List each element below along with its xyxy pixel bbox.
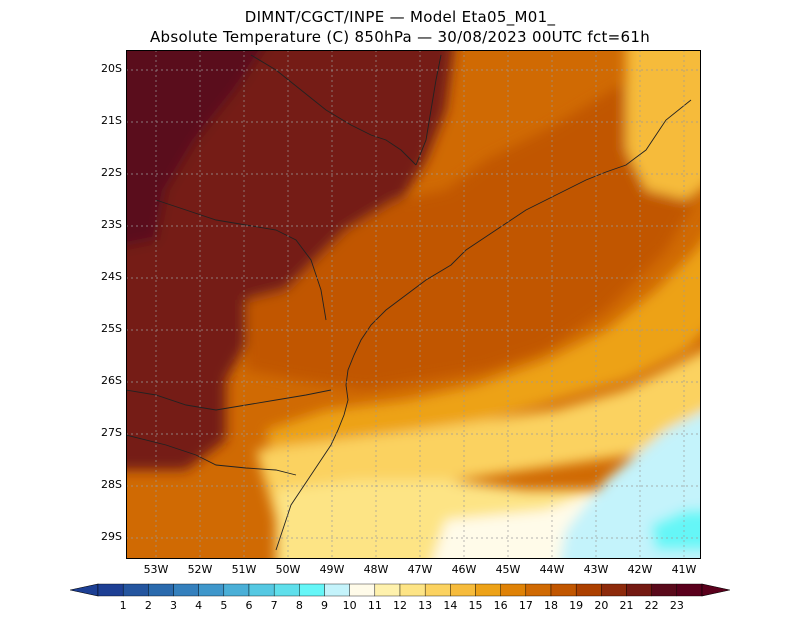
colorbar-segment: [525, 583, 552, 597]
lat-label-21S: 21S: [101, 114, 122, 127]
lat-label-26S: 26S: [101, 374, 122, 387]
colorbar-high-cap: [701, 583, 730, 597]
coastline: [275, 99, 692, 551]
colorbar-segment: [299, 583, 325, 597]
lat-label-23S: 23S: [101, 218, 122, 231]
lon-label-46W: 46W: [451, 563, 477, 576]
lon-label-47W: 47W: [407, 563, 433, 576]
colorbar-segment: [500, 583, 527, 597]
colorbar-segment: [676, 583, 703, 597]
colorbar-label: 5: [220, 599, 228, 612]
colorbar: [70, 583, 730, 597]
lon-label-51W: 51W: [231, 563, 257, 576]
colorbar-segment: [324, 583, 350, 597]
colorbar-label: 1: [119, 599, 127, 612]
lat-label-27S: 27S: [101, 426, 122, 439]
lon-label-42W: 42W: [627, 563, 653, 576]
temperature-zone-16: [626, 50, 701, 200]
lat-label-24S: 24S: [101, 270, 122, 283]
lat-label-20S: 20S: [101, 62, 122, 75]
colorbar-label: 23: [669, 599, 684, 612]
lon-label-52W: 52W: [187, 563, 213, 576]
state-border-1: [250, 54, 417, 166]
state-border-5: [415, 54, 442, 166]
colorbar-label: 18: [544, 599, 558, 612]
colorbar-label: 7: [270, 599, 278, 612]
colorbar-label: 17: [518, 599, 533, 612]
colorbar-segment: [475, 583, 501, 597]
colorbar-segment: [450, 583, 476, 597]
title-line-2: Absolute Temperature (C) 850hPa — 30/08/…: [149, 28, 651, 46]
colorbar-low-cap: [70, 583, 99, 597]
lon-label-43W: 43W: [583, 563, 609, 576]
colorbar-segment: [651, 583, 678, 597]
colorbar-segment: [173, 583, 199, 597]
colorbar-segment: [248, 583, 275, 597]
colorbar-segment: [374, 583, 401, 597]
colorbar-label: 3: [170, 599, 177, 612]
colorbar-label: 9: [321, 599, 328, 612]
lat-label-29S: 29S: [101, 530, 122, 543]
colorbar-label: 12: [393, 599, 407, 612]
colorbar-segment: [349, 583, 376, 597]
colorbar-segment: [198, 583, 225, 597]
coastline-and-borders: [126, 54, 692, 551]
state-border-4: [126, 434, 297, 476]
colorbar-segment: [626, 583, 652, 597]
colorbar-label: 2: [144, 599, 152, 612]
lat-label-28S: 28S: [101, 478, 122, 491]
colorbar-label: 20: [594, 599, 609, 612]
colorbar-label: 4: [195, 599, 203, 612]
colorbar-label: 14: [443, 599, 458, 612]
lon-label-49W: 49W: [319, 563, 345, 576]
temperature-zone-19: [246, 50, 701, 390]
colorbar-label: 16: [493, 599, 508, 612]
colorbar-label: 19: [569, 599, 584, 612]
lat-label-25S: 25S: [101, 322, 122, 335]
title-line-1: DIMNT/CGCT/INPE — Model Eta05_M01_: [244, 8, 556, 26]
lon-label-53W: 53W: [143, 563, 169, 576]
colorbar-segment: [575, 583, 602, 597]
colorbar-segment: [223, 583, 250, 597]
colorbar-label: 8: [295, 599, 303, 612]
colorbar-segment: [550, 583, 577, 597]
state-border-2: [155, 199, 327, 321]
state-border-3: [126, 389, 332, 411]
temperature-zone-9: [651, 510, 701, 550]
lon-label-50W: 50W: [275, 563, 301, 576]
lon-label-41W: 41W: [671, 563, 697, 576]
colorbar-label: 11: [367, 599, 382, 612]
colorbar-segment: [148, 583, 174, 597]
lon-label-45W: 45W: [495, 563, 521, 576]
temperature-zone-22: [126, 50, 454, 470]
colorbar-label: 10: [342, 599, 357, 612]
temperature-zone-23: [126, 50, 263, 246]
colorbar-label: 13: [418, 599, 433, 612]
colorbar-segment: [424, 583, 451, 597]
colorbar-segment: [273, 583, 300, 597]
temperature-zone-17: [266, 243, 701, 480]
colorbar-label: 6: [245, 599, 253, 612]
temperature-zone-15: [256, 352, 701, 520]
lon-label-44W: 44W: [539, 563, 565, 576]
colorbar-segment: [122, 583, 149, 597]
map-frame: [126, 50, 701, 559]
colorbar-segment: [399, 583, 426, 597]
lat-label-22S: 22S: [101, 166, 122, 179]
colorbar-label: 22: [644, 599, 659, 612]
colorbar-segment: [601, 583, 627, 597]
colorbar-label: 15: [468, 599, 483, 612]
colorbar-label: 21: [619, 599, 634, 612]
lon-label-48W: 48W: [363, 563, 389, 576]
colorbar-segment: [97, 583, 124, 597]
temperature-map: [126, 50, 701, 559]
graticule: [126, 50, 701, 559]
